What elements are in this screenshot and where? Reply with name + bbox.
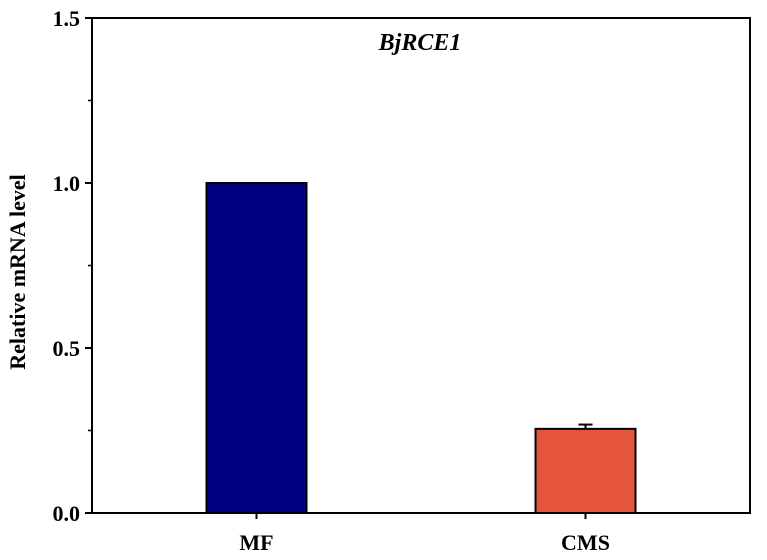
plot-frame [91, 17, 751, 514]
bar-cms [534, 427, 637, 515]
y-axis-title: Relative mRNA level [5, 174, 30, 370]
x-tick-label: CMS [561, 530, 610, 555]
chart-title: BjRCE1 [378, 30, 462, 56]
y-tick-label: 0.0 [53, 501, 81, 526]
y-tick-label: 1.5 [53, 6, 81, 31]
bars-layer [205, 182, 637, 515]
axes-layer: MF CMS 0.0 0.5 1.0 1.5 [53, 6, 751, 555]
y-tick-label: 1.0 [53, 171, 81, 196]
y-tick-label: 0.5 [53, 336, 81, 361]
bar-mf [205, 182, 308, 514]
x-tick-label: MF [239, 530, 273, 555]
